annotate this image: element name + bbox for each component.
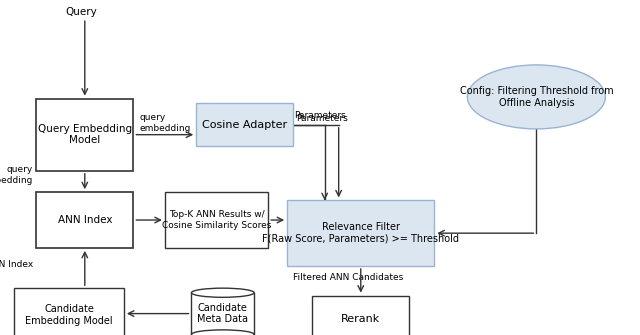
FancyBboxPatch shape <box>36 98 133 171</box>
Ellipse shape <box>191 330 254 335</box>
FancyBboxPatch shape <box>196 104 293 146</box>
Text: Query: Query <box>66 7 97 16</box>
Text: Cosine Adapter: Cosine Adapter <box>202 120 287 130</box>
Text: Parameters: Parameters <box>294 111 346 120</box>
Text: Query Embedding
Model: Query Embedding Model <box>38 124 132 145</box>
Ellipse shape <box>191 288 254 297</box>
FancyBboxPatch shape <box>312 295 410 335</box>
FancyBboxPatch shape <box>191 293 254 334</box>
Text: Candidate
Embedding Model: Candidate Embedding Model <box>26 305 113 326</box>
Text: query
embedding: query embedding <box>140 114 191 133</box>
FancyBboxPatch shape <box>36 192 133 248</box>
Text: Relevance Filter
F(Raw Score, Parameters) >= Threshold: Relevance Filter F(Raw Score, Parameters… <box>262 222 460 244</box>
FancyBboxPatch shape <box>287 200 435 266</box>
Text: Parameters: Parameters <box>296 115 348 123</box>
Text: Rerank: Rerank <box>341 314 380 324</box>
FancyBboxPatch shape <box>164 192 268 248</box>
Text: Filtered ANN Candidates: Filtered ANN Candidates <box>293 273 404 282</box>
Text: Top-K ANN Results w/
Cosine Similarity Scores: Top-K ANN Results w/ Cosine Similarity S… <box>162 210 271 230</box>
Text: ANN Index: ANN Index <box>58 215 112 225</box>
Text: query
embedding: query embedding <box>0 165 33 185</box>
Text: Candidate
Meta Data: Candidate Meta Data <box>197 303 248 324</box>
Text: Config: Filtering Threshold from
Offline Analysis: Config: Filtering Threshold from Offline… <box>460 86 613 108</box>
Ellipse shape <box>467 65 605 129</box>
Text: Build ANN Index: Build ANN Index <box>0 260 33 269</box>
FancyBboxPatch shape <box>14 288 124 335</box>
